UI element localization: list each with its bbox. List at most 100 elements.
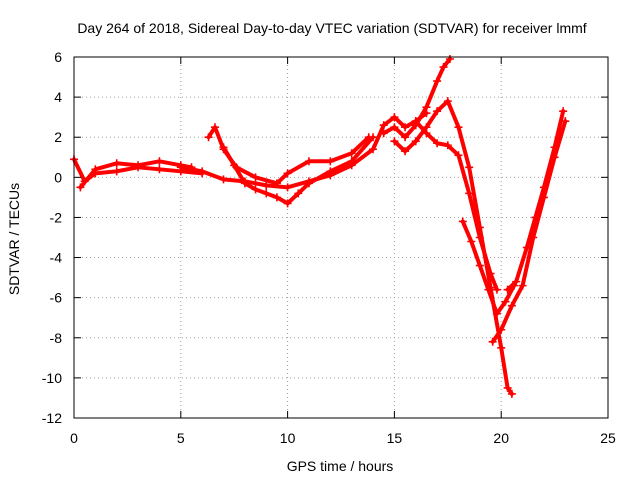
- data-point-marker: [497, 343, 506, 352]
- data-point-marker: [445, 55, 454, 64]
- data-point-marker: [465, 163, 474, 172]
- data-point-marker: [204, 133, 213, 142]
- y-tick-label: 0: [54, 169, 62, 185]
- data-point-marker: [422, 103, 431, 112]
- data-point-marker: [304, 177, 313, 186]
- data-point-marker: [262, 181, 271, 190]
- data-point-marker: [488, 337, 497, 346]
- y-tick-label: 4: [54, 89, 62, 105]
- data-point-marker: [531, 213, 540, 222]
- series-satellite-track-k: [503, 107, 568, 294]
- data-point-marker: [390, 113, 399, 122]
- x-tick-label: 25: [600, 430, 616, 446]
- data-point-marker: [294, 189, 303, 198]
- data-point-marker: [401, 147, 410, 156]
- series-line: [392, 99, 514, 396]
- data-point-marker: [369, 133, 378, 142]
- data-point-marker: [475, 233, 484, 242]
- x-axis-title: GPS time / hours: [287, 458, 394, 474]
- series-line: [206, 125, 371, 186]
- series-satellite-track-f: [379, 55, 454, 142]
- data-point-marker: [559, 107, 568, 116]
- data-point-marker: [176, 163, 185, 172]
- y-axis-title: SDTVAR / TECUs: [6, 183, 22, 295]
- y-tick-label: 6: [54, 49, 62, 65]
- y-tick-label: -8: [50, 330, 63, 346]
- data-point-marker: [134, 161, 143, 170]
- data-point-marker: [522, 243, 531, 252]
- data-point-marker: [512, 277, 521, 286]
- x-tick-label: 0: [70, 430, 78, 446]
- data-point-marker: [112, 167, 121, 176]
- data-point-marker: [155, 165, 164, 174]
- data-point-marker: [484, 285, 493, 294]
- data-point-marker: [443, 97, 452, 106]
- data-point-marker: [454, 123, 463, 132]
- data-point-marker: [76, 183, 85, 192]
- data-point-marker: [326, 171, 335, 180]
- data-point-marker: [283, 199, 292, 208]
- data-point-marker: [411, 117, 420, 126]
- data-point-marker: [433, 139, 442, 148]
- data-point-marker: [507, 301, 516, 310]
- x-tick-label: 5: [177, 430, 185, 446]
- data-point-marker: [492, 285, 501, 294]
- data-point-marker: [492, 309, 501, 318]
- data-point-marker: [379, 121, 388, 130]
- y-tick-label: -4: [50, 250, 63, 266]
- data-point-marker: [272, 193, 281, 202]
- data-point-marker: [390, 137, 399, 146]
- data-point-marker: [347, 149, 356, 158]
- data-point-marker: [411, 137, 420, 146]
- data-point-marker: [497, 325, 506, 334]
- data-point-marker: [433, 107, 442, 116]
- data-point-marker: [503, 285, 512, 294]
- data-point-marker: [251, 185, 260, 194]
- data-point-marker: [454, 151, 463, 160]
- tick-labels-layer: 0 5 10 15 20 25 -12 -10 -8 -6 -4 -2 0 2 4 6: [42, 49, 616, 446]
- data-point-marker: [369, 145, 378, 154]
- y-tick-label: -6: [50, 290, 63, 306]
- data-point-marker: [501, 297, 510, 306]
- x-tick-label: 10: [280, 430, 296, 446]
- chart-title: Day 264 of 2018, Sidereal Day-to-day VTE…: [77, 20, 586, 36]
- data-point-marker: [347, 161, 356, 170]
- data-point-marker: [219, 143, 228, 152]
- data-point-marker: [155, 157, 164, 166]
- data-point-marker: [475, 261, 484, 270]
- data-point-marker: [112, 159, 121, 168]
- data-point-marker: [401, 123, 410, 132]
- x-tick-label: 20: [493, 430, 509, 446]
- data-point-marker: [210, 123, 219, 132]
- y-tick-label: -2: [50, 209, 63, 225]
- data-point-marker: [503, 383, 512, 392]
- plot-frame: [73, 56, 609, 419]
- data-point-marker: [283, 183, 292, 192]
- series-line: [178, 111, 429, 190]
- data-point-marker: [401, 133, 410, 142]
- data-point-marker: [326, 157, 335, 166]
- x-tick-label: 15: [387, 430, 403, 446]
- data-point-marker: [219, 175, 228, 184]
- data-point-marker: [91, 165, 100, 174]
- data-point-marker: [422, 129, 431, 138]
- data-point-marker: [304, 157, 313, 166]
- data-point-marker: [443, 141, 452, 150]
- data-point-marker: [198, 167, 207, 176]
- data-point-marker: [439, 63, 448, 72]
- y-tick-label: -10: [42, 370, 62, 386]
- series-satellite-track-e: [176, 109, 431, 192]
- data-point-marker: [507, 389, 516, 398]
- data-point-marker: [262, 189, 271, 198]
- series-line: [505, 109, 566, 292]
- data-point-marker: [518, 281, 527, 290]
- series-satellite-track-g: [390, 97, 516, 398]
- data-point-marker: [251, 173, 260, 182]
- data-point-marker: [458, 217, 467, 226]
- data-point-marker: [467, 237, 476, 246]
- data-series-layer: [70, 55, 570, 398]
- data-point-marker: [539, 183, 548, 192]
- series-satellite-track-h: [411, 117, 501, 294]
- data-point-marker: [240, 177, 249, 186]
